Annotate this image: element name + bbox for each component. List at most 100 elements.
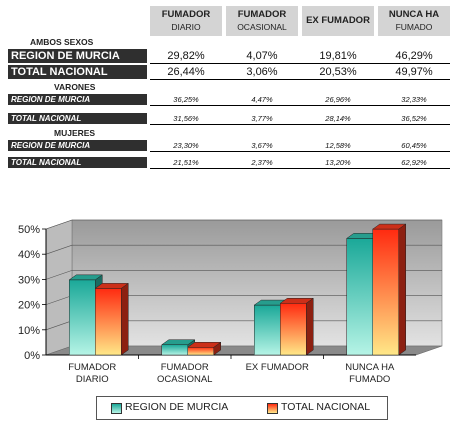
header-line1: FUMADOR — [161, 9, 211, 20]
cell-value: 49,97% — [395, 66, 433, 78]
row-label: REGION DE MURCIA — [8, 49, 147, 63]
bar-top — [94, 283, 130, 289]
bar-top — [371, 223, 407, 230]
section-title-ambos-sexos: AMBOS SEXOS — [30, 37, 94, 47]
cell-value: 19,81% — [319, 50, 357, 62]
header-nunca-ha-fumado: NUNCA HA FUMADO — [378, 6, 450, 36]
cell-value: 29,82% — [167, 50, 205, 62]
gridline-side — [45, 295, 73, 305]
table-row: REGION DE MURCIA 29,82% 4,07% 19,81% 46,… — [8, 49, 450, 64]
smoking-table: FUMADOR DIARIO FUMADOR OCASIONAL EX FUMADO… — [8, 6, 450, 169]
row-divider — [150, 79, 450, 80]
x-tick-label: DIARIO — [76, 374, 109, 385]
cell-value: 4,07% — [246, 50, 278, 62]
x-tick-label: FUMADO — [349, 374, 390, 385]
cell-value: 36,52% — [401, 114, 427, 123]
bar-top — [279, 298, 315, 304]
table-row: TOTAL NACIONAL 31,56% 3,77% 28,14% 36,52… — [8, 113, 450, 125]
header-line2: DIARIO — [171, 22, 201, 32]
legend-label: TOTAL NACIONAL — [281, 401, 371, 413]
cell-value: 26,44% — [167, 66, 205, 78]
cell-value: 3,77% — [251, 114, 273, 123]
row-label: TOTAL NACIONAL — [8, 157, 147, 168]
gridline-side — [45, 270, 73, 280]
row-divider — [150, 105, 450, 106]
bar-top — [186, 342, 222, 348]
y-tick-label: 10% — [18, 325, 40, 337]
bar — [69, 279, 96, 356]
x-tick-label: FUMADOR — [161, 362, 209, 373]
table-row: REGION DE MURCIA 36,25% 4,47% 26,96% 32,… — [8, 94, 450, 106]
legend-label: REGION DE MURCIA — [125, 401, 229, 413]
bar — [187, 347, 214, 356]
header-line2: FUMADO — [395, 22, 433, 32]
cell-value: 12,58% — [325, 141, 351, 150]
chart-side-wall — [45, 219, 73, 356]
table-row: REGION DE MURCIA 23,30% 3,67% 12,58% 60,… — [8, 140, 450, 152]
table-row: TOTAL NACIONAL 26,44% 3,06% 20,53% 49,97… — [8, 65, 450, 80]
header-line1: NUNCA HA — [388, 9, 440, 20]
cell-value: 23,30% — [173, 141, 199, 150]
bar — [346, 238, 373, 356]
y-tick-label: 50% — [18, 224, 40, 236]
bar-side — [121, 282, 129, 356]
bar — [161, 344, 188, 356]
legend-swatch-region-de-murcia — [111, 403, 122, 414]
chart-legend: REGION DE MURCIA TOTAL NACIONAL — [96, 396, 388, 420]
bar-top — [160, 339, 196, 345]
gridline-side — [45, 320, 73, 331]
header-ex-fumador: EX FUMADOR — [302, 6, 374, 36]
table-header: FUMADOR DIARIO FUMADOR OCASIONAL EX FUMADO… — [8, 6, 450, 36]
x-tick-label: EX FUMADOR — [246, 362, 309, 373]
header-fumador-ocasional: FUMADOR OCASIONAL — [226, 6, 298, 36]
cell-value: 28,14% — [325, 114, 351, 123]
section-title-mujeres: MUJERES — [54, 128, 96, 138]
bar — [254, 304, 281, 356]
bar — [280, 303, 307, 356]
x-tick-label: OCASIONAL — [157, 374, 212, 385]
cell-value: 46,29% — [395, 50, 433, 62]
gridline-side — [45, 219, 73, 230]
bar-side — [398, 223, 406, 356]
cell-value: 4,47% — [251, 95, 273, 104]
row-divider — [150, 151, 450, 152]
cell-value: 31,56% — [173, 114, 199, 123]
section-title-varones: VARONES — [54, 82, 96, 92]
cell-value: 32,33% — [401, 95, 427, 104]
y-tick-label: 40% — [18, 249, 40, 261]
cell-value: 3,67% — [251, 141, 273, 150]
legend-swatch-total-nacional — [267, 403, 278, 414]
bar — [95, 288, 122, 356]
cell-value: 3,06% — [246, 66, 278, 78]
table-row: TOTAL NACIONAL 21,51% 2,37% 13,20% 62,92… — [8, 157, 450, 169]
y-tick-label: 30% — [18, 274, 40, 286]
cell-value: 2,37% — [251, 158, 273, 167]
row-label: REGION DE MURCIA — [8, 94, 147, 105]
bar-top — [68, 274, 104, 281]
bar-side — [306, 297, 314, 356]
y-tick-label: 20% — [18, 300, 40, 312]
cell-value: 13,20% — [325, 158, 351, 167]
header-line1: FUMADOR — [237, 9, 287, 20]
cell-value: 62,92% — [401, 158, 427, 167]
x-tick-label: FUMADOR — [68, 362, 116, 373]
row-label: TOTAL NACIONAL — [8, 65, 147, 79]
cell-value: 60,45% — [401, 141, 427, 150]
cell-value: 26,96% — [325, 95, 351, 104]
header-fumador-diario: FUMADOR DIARIO — [150, 6, 222, 36]
row-divider — [150, 63, 450, 64]
cell-value: 36,25% — [173, 95, 199, 104]
header-line2: OCASIONAL — [237, 22, 287, 32]
bar — [372, 228, 399, 356]
row-label: TOTAL NACIONAL — [8, 113, 147, 124]
cell-value: 20,53% — [319, 66, 357, 78]
row-label: REGION DE MURCIA — [8, 140, 147, 151]
header-line1: EX FUMADOR — [306, 15, 370, 26]
y-tick-label: 0% — [24, 350, 40, 362]
row-divider — [150, 124, 450, 125]
row-divider — [150, 168, 450, 169]
x-tick-label: NUNCA HA — [345, 362, 395, 373]
gridline-side — [45, 244, 73, 255]
cell-value: 21,51% — [173, 158, 199, 167]
bar-chart: 0%10%20%30%40%50%FUMADORDIARIOFUMADOROCA… — [18, 219, 443, 385]
